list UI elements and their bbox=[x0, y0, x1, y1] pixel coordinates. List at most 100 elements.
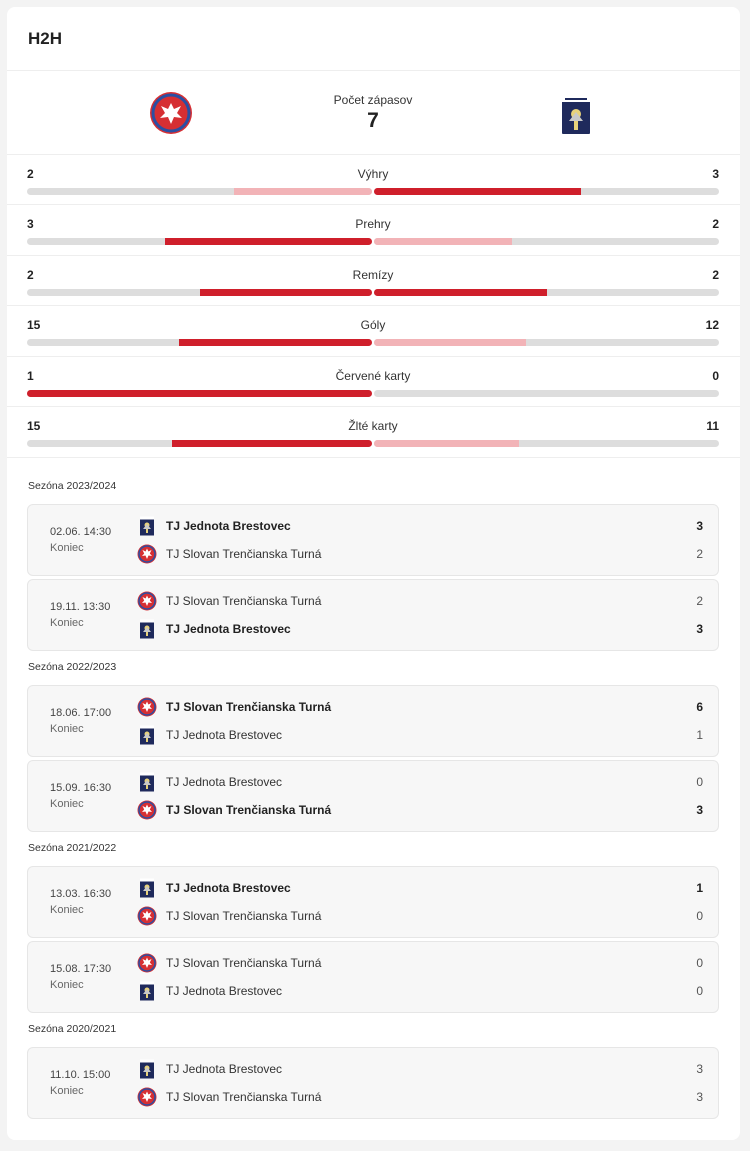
stat-row: 2 Remízy 2 bbox=[27, 268, 719, 308]
team-score: 2 bbox=[696, 594, 703, 608]
stat-home-value: 3 bbox=[27, 217, 34, 231]
stat-away-value: 2 bbox=[712, 217, 719, 231]
match-team-line: TJ Slovan Trenčianska Turná 6 bbox=[137, 696, 703, 718]
matches-count-label: Počet zápasov bbox=[333, 93, 413, 107]
turna-crest-icon bbox=[137, 800, 157, 820]
brestovec-crest-icon bbox=[140, 772, 154, 792]
match-team-line: TJ Jednota Brestovec 0 bbox=[137, 771, 703, 793]
stat-home-bar-fill bbox=[27, 390, 372, 397]
stat-label: Červené karty bbox=[335, 369, 411, 383]
divider bbox=[7, 457, 740, 458]
match-status: Koniec bbox=[50, 1085, 84, 1097]
team-score: 0 bbox=[696, 984, 703, 998]
turna-crest-icon bbox=[137, 591, 157, 611]
match-status: Koniec bbox=[50, 798, 84, 810]
match-team-line: TJ Slovan Trenčianska Turná 3 bbox=[137, 799, 703, 821]
stat-home-bar bbox=[27, 440, 372, 447]
team-score: 3 bbox=[696, 622, 703, 636]
stat-away-bar bbox=[374, 339, 719, 346]
h2h-card: H2H Počet zápasov 7 2 Výhry 3 3 Prehry 2 2 Remí… bbox=[7, 7, 740, 1140]
team-score: 3 bbox=[696, 1062, 703, 1076]
team-name: TJ Slovan Trenčianska Turná bbox=[166, 803, 332, 817]
stat-label: Prehry bbox=[355, 217, 391, 231]
team-score: 0 bbox=[696, 956, 703, 970]
season-label: Sezóna 2021/2022 bbox=[28, 842, 117, 854]
season-label: Sezóna 2023/2024 bbox=[28, 480, 117, 492]
stat-row: 1 Červené karty 0 bbox=[27, 369, 719, 409]
match-card[interactable]: 18.06. 17:00 Koniec TJ Slovan Trenčianska … bbox=[27, 685, 719, 757]
team-name: TJ Slovan Trenčianska Turná bbox=[166, 909, 322, 923]
stat-home-value: 15 bbox=[27, 419, 41, 433]
stat-label: Remízy bbox=[352, 268, 394, 282]
match-team-line: TJ Slovan Trenčianska Turná 2 bbox=[137, 543, 703, 565]
home-team-crest bbox=[150, 92, 192, 134]
brestovec-crest-icon bbox=[140, 619, 154, 639]
divider bbox=[7, 305, 740, 306]
divider bbox=[7, 255, 740, 256]
stat-label: Góly bbox=[360, 318, 386, 332]
stat-row: 15 Góly 12 bbox=[27, 318, 719, 358]
stat-away-bar-fill bbox=[374, 339, 526, 346]
stat-away-bar bbox=[374, 440, 719, 447]
season-label: Sezóna 2020/2021 bbox=[28, 1023, 117, 1035]
match-team-line: TJ Slovan Trenčianska Turná 0 bbox=[137, 905, 703, 927]
team-score: 1 bbox=[696, 881, 703, 895]
team-score: 0 bbox=[696, 775, 703, 789]
stat-away-bar-fill bbox=[374, 188, 581, 195]
turna-crest-icon bbox=[137, 544, 157, 564]
match-team-line: TJ Jednota Brestovec 3 bbox=[137, 1058, 703, 1080]
matches-count-value: 7 bbox=[367, 109, 379, 132]
stat-away-bar bbox=[374, 390, 719, 397]
stat-row: 15 Žlté karty 11 bbox=[27, 419, 719, 459]
match-card[interactable]: 15.08. 17:30 Koniec TJ Slovan Trenčianska … bbox=[27, 941, 719, 1013]
match-date: 15.09. 16:30 bbox=[50, 782, 112, 794]
brestovec-crest-icon bbox=[140, 516, 154, 536]
match-card[interactable]: 02.06. 14:30 Koniec TJ Jednota Brestovec 3 T… bbox=[27, 504, 719, 576]
match-card[interactable]: 11.10. 15:00 Koniec TJ Jednota Brestovec 3 T… bbox=[27, 1047, 719, 1119]
team-name: TJ Jednota Brestovec bbox=[166, 881, 291, 895]
team-score: 3 bbox=[696, 519, 703, 533]
stat-away-value: 12 bbox=[705, 318, 719, 332]
match-card[interactable]: 15.09. 16:30 Koniec TJ Jednota Brestovec 0 T… bbox=[27, 760, 719, 832]
stat-away-value: 3 bbox=[712, 167, 719, 181]
match-card[interactable]: 19.11. 13:30 Koniec TJ Slovan Trenčianska … bbox=[27, 579, 719, 651]
divider bbox=[7, 154, 740, 155]
turna-crest-icon bbox=[137, 953, 157, 973]
turna-crest-icon bbox=[137, 697, 157, 717]
away-team-crest bbox=[562, 96, 590, 134]
team-score: 1 bbox=[696, 728, 703, 742]
turna-crest-icon bbox=[137, 1087, 157, 1107]
team-name: TJ Jednota Brestovec bbox=[166, 519, 291, 533]
divider bbox=[7, 70, 740, 71]
stat-label: Výhry bbox=[357, 167, 389, 181]
match-team-line: TJ Jednota Brestovec 3 bbox=[137, 618, 703, 640]
team-score: 3 bbox=[696, 1090, 703, 1104]
stat-home-bar-fill bbox=[178, 339, 372, 346]
team-name: TJ Slovan Trenčianska Turná bbox=[166, 594, 322, 608]
team-name: TJ Slovan Trenčianska Turná bbox=[166, 700, 332, 714]
match-status: Koniec bbox=[50, 617, 84, 629]
team-name: TJ Slovan Trenčianska Turná bbox=[166, 1090, 322, 1104]
stat-home-bar bbox=[27, 188, 372, 195]
brestovec-crest-icon bbox=[140, 725, 154, 745]
stat-home-value: 15 bbox=[27, 318, 41, 332]
match-date: 11.10. 15:00 bbox=[50, 1069, 111, 1081]
brestovec-crest-icon bbox=[140, 981, 154, 1001]
divider bbox=[7, 204, 740, 205]
stat-away-value: 0 bbox=[712, 369, 719, 383]
team-name: TJ Jednota Brestovec bbox=[166, 622, 291, 636]
match-card[interactable]: 13.03. 16:30 Koniec TJ Jednota Brestovec 1 T… bbox=[27, 866, 719, 938]
season-label: Sezóna 2022/2023 bbox=[28, 661, 117, 673]
match-date: 19.11. 13:30 bbox=[50, 601, 111, 613]
stat-home-bar bbox=[27, 339, 372, 346]
divider bbox=[7, 406, 740, 407]
stat-away-bar-fill bbox=[374, 440, 519, 447]
match-team-line: TJ Slovan Trenčianska Turná 2 bbox=[137, 590, 703, 612]
stat-home-value: 1 bbox=[27, 369, 34, 383]
stat-home-bar-fill bbox=[171, 440, 372, 447]
match-status: Koniec bbox=[50, 979, 84, 991]
stat-home-bar-fill bbox=[165, 238, 372, 245]
match-team-line: TJ Slovan Trenčianska Turná 3 bbox=[137, 1086, 703, 1108]
stat-away-value: 2 bbox=[712, 268, 719, 282]
match-status: Koniec bbox=[50, 542, 84, 554]
